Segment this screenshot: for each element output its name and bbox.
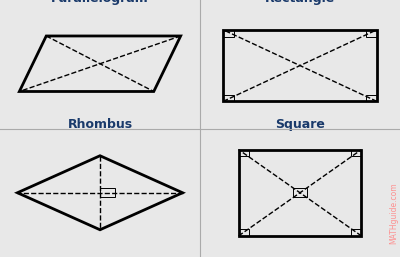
Title: Rhombus: Rhombus: [68, 118, 132, 131]
Title: Square: Square: [275, 118, 325, 131]
Title: Parallelogram: Parallelogram: [51, 0, 149, 5]
Title: Rectangle: Rectangle: [265, 0, 335, 5]
Text: MATHguide.com: MATHguide.com: [389, 182, 398, 244]
